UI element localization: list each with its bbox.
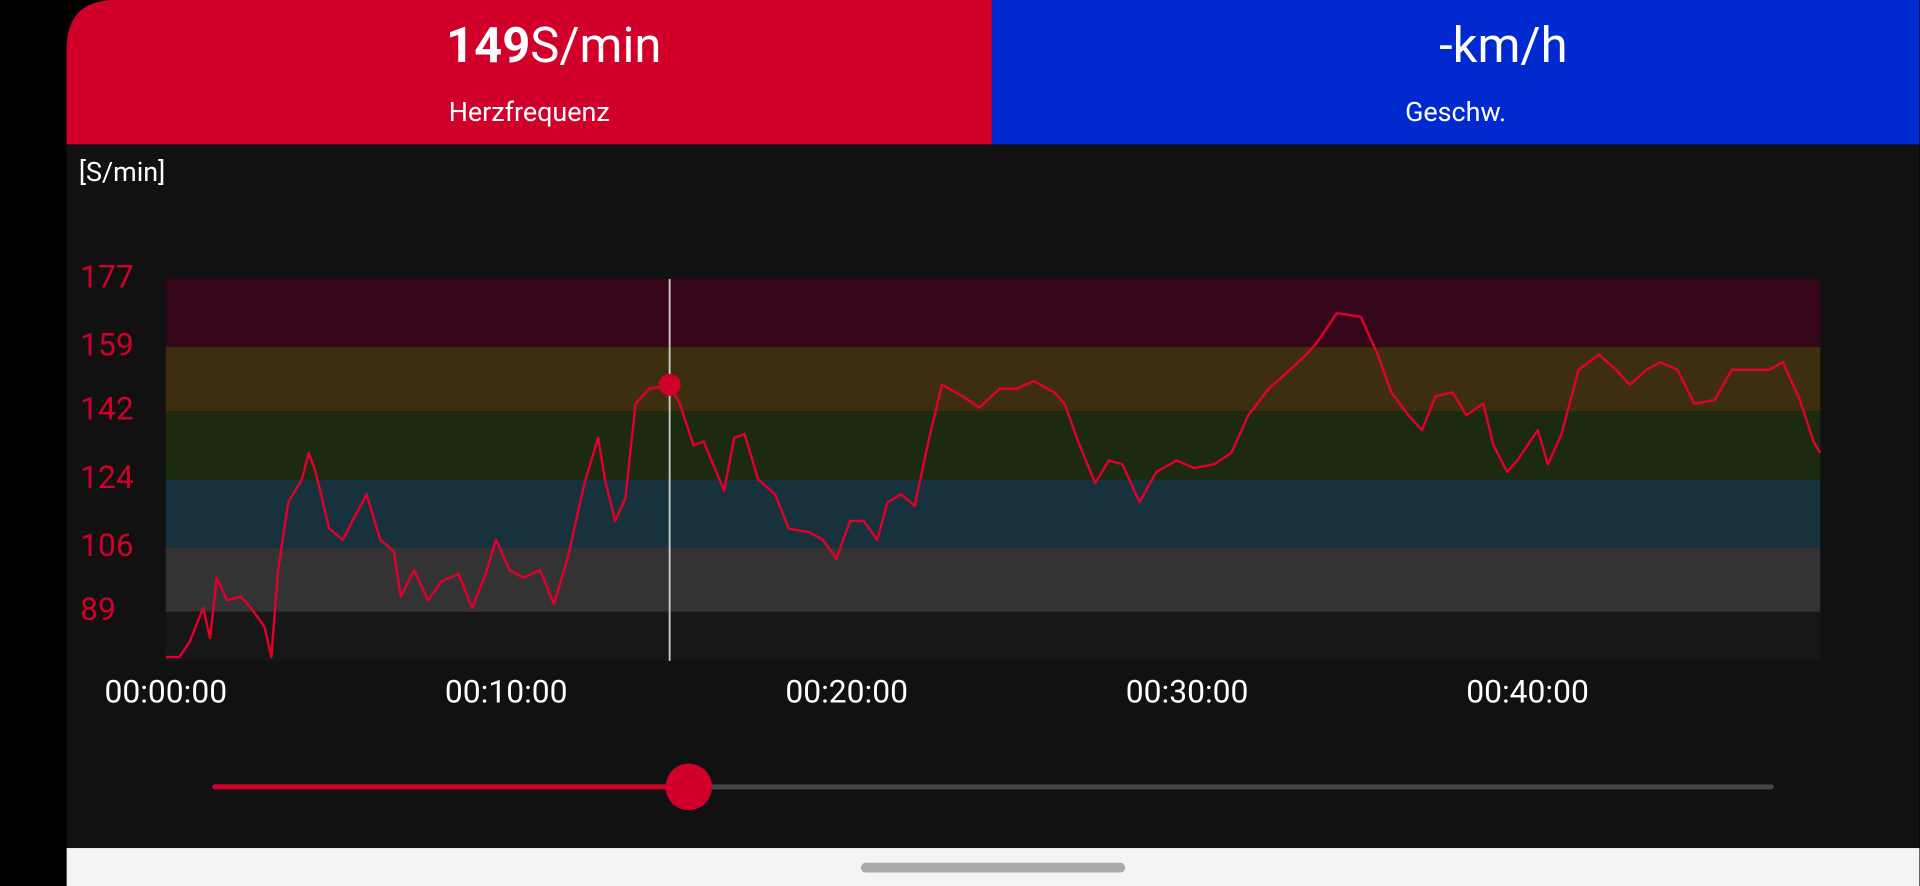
speed-label: Geschw. [1405,96,1506,128]
speed-reading: -km/h [1439,17,1567,74]
x-tick-label: 00:30:00 [1126,672,1249,710]
x-tick-label: 00:20:00 [785,672,908,710]
zone-band [165,347,1821,412]
speed-value: - [1439,17,1453,74]
x-tick-label: 00:40:00 [1466,672,1589,710]
heart-rate-reading: 149S/min [446,17,661,74]
slider-thumb[interactable] [665,763,713,811]
zone-band [165,411,1821,480]
y-tick-label: 89 [80,590,116,628]
heart-rate-value: 149 [446,17,530,74]
zone-band [165,279,1821,348]
zone-band [165,611,1821,661]
heart-rate-unit: S/min [530,17,661,74]
heart-rate-tile[interactable] [66,0,992,145]
y-tick-label: 106 [80,526,134,564]
home-handle[interactable] [860,862,1126,873]
y-tick-label: 159 [80,325,134,363]
speed-unit: km/h [1453,17,1568,74]
cursor-dot [658,373,681,396]
heart-rate-label: Herzfrequenz [449,96,610,128]
speed-tile[interactable] [991,0,1920,145]
y-tick-label: 124 [80,458,134,496]
plot: 89 106 124 142 159 177 00:00:00 00:10:00 00:20:0… [80,257,1822,710]
x-tick-label: 00:10:00 [445,672,568,710]
y-tick-label: 142 [80,390,134,428]
zone-band [165,547,1821,612]
heart-rate-line [165,311,1822,659]
x-tick-label: 00:00:00 [104,672,227,710]
y-axis-label: [S/min] [79,156,165,188]
zone-band [165,479,1821,548]
y-tick-label: 177 [80,257,134,295]
